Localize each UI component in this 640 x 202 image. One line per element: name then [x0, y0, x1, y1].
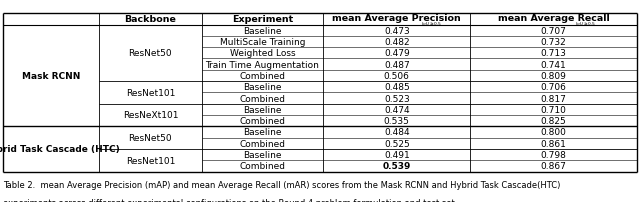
Text: 0.523: 0.523	[384, 94, 410, 103]
Text: Backbone: Backbone	[124, 15, 177, 24]
Text: 0.867: 0.867	[541, 162, 566, 170]
Text: Train Time Augmentation: Train Time Augmentation	[205, 60, 319, 69]
Text: 0.798: 0.798	[541, 150, 566, 159]
Text: 0.800: 0.800	[541, 128, 566, 137]
Text: mean Average Recall: mean Average Recall	[498, 14, 609, 22]
Text: Combined: Combined	[239, 94, 285, 103]
Text: Baseline: Baseline	[243, 150, 282, 159]
Text: 0.487: 0.487	[384, 60, 410, 69]
Text: 0.710: 0.710	[541, 105, 566, 114]
Text: Combined: Combined	[239, 139, 285, 148]
Text: ResNet50: ResNet50	[129, 134, 172, 142]
Text: 0.707: 0.707	[541, 26, 566, 36]
Text: experiments across different experimental configurations on the Round 4 problem : experiments across different experimenta…	[3, 198, 458, 202]
Text: Combined: Combined	[239, 162, 285, 170]
Text: Combined: Combined	[239, 117, 285, 125]
Text: Table 2.  mean Average Precision (mAP) and mean Average Recall (mAR) scores from: Table 2. mean Average Precision (mAP) an…	[3, 180, 561, 189]
Text: Baseline: Baseline	[243, 26, 282, 36]
Text: 0.525: 0.525	[384, 139, 410, 148]
Text: Combined: Combined	[239, 72, 285, 81]
Text: 0.479: 0.479	[384, 49, 410, 58]
Text: Baseline: Baseline	[243, 128, 282, 137]
Text: Hybrid Task Cascade (HTC): Hybrid Task Cascade (HTC)	[0, 145, 120, 154]
Text: 0.706: 0.706	[541, 83, 566, 92]
Text: 0.474: 0.474	[384, 105, 410, 114]
Text: 0.473: 0.473	[384, 26, 410, 36]
Text: 0.713: 0.713	[541, 49, 566, 58]
Text: 0.817: 0.817	[541, 94, 566, 103]
Text: 0.484: 0.484	[384, 128, 410, 137]
Text: 0.732: 0.732	[541, 38, 566, 47]
Text: 0.861: 0.861	[541, 139, 566, 148]
Text: ResNet50: ResNet50	[129, 49, 172, 58]
Text: 0.539: 0.539	[383, 162, 411, 170]
Text: 0.491: 0.491	[384, 150, 410, 159]
Text: Baseline: Baseline	[243, 105, 282, 114]
Text: MultiScale Training: MultiScale Training	[220, 38, 305, 47]
Text: Mask RCNN: Mask RCNN	[22, 72, 81, 81]
Text: Experiment: Experiment	[232, 15, 293, 24]
Text: Baseline: Baseline	[243, 83, 282, 92]
Text: 0.825: 0.825	[541, 117, 566, 125]
Text: $_{IoU \geq 0.5}$: $_{IoU \geq 0.5}$	[575, 21, 596, 28]
Text: 0.506: 0.506	[384, 72, 410, 81]
Text: 0.485: 0.485	[384, 83, 410, 92]
Text: 0.482: 0.482	[384, 38, 410, 47]
Text: Weighted Loss: Weighted Loss	[230, 49, 295, 58]
Text: mean Average Precision: mean Average Precision	[332, 14, 461, 22]
Text: ResNeXt101: ResNeXt101	[123, 111, 178, 120]
Text: 0.741: 0.741	[541, 60, 566, 69]
Text: ResNet101: ResNet101	[125, 156, 175, 165]
Text: ResNet101: ResNet101	[125, 88, 175, 97]
Text: 0.809: 0.809	[541, 72, 566, 81]
Text: $_{IoU \geq 0.5}$: $_{IoU \geq 0.5}$	[421, 21, 443, 28]
Text: 0.535: 0.535	[384, 117, 410, 125]
